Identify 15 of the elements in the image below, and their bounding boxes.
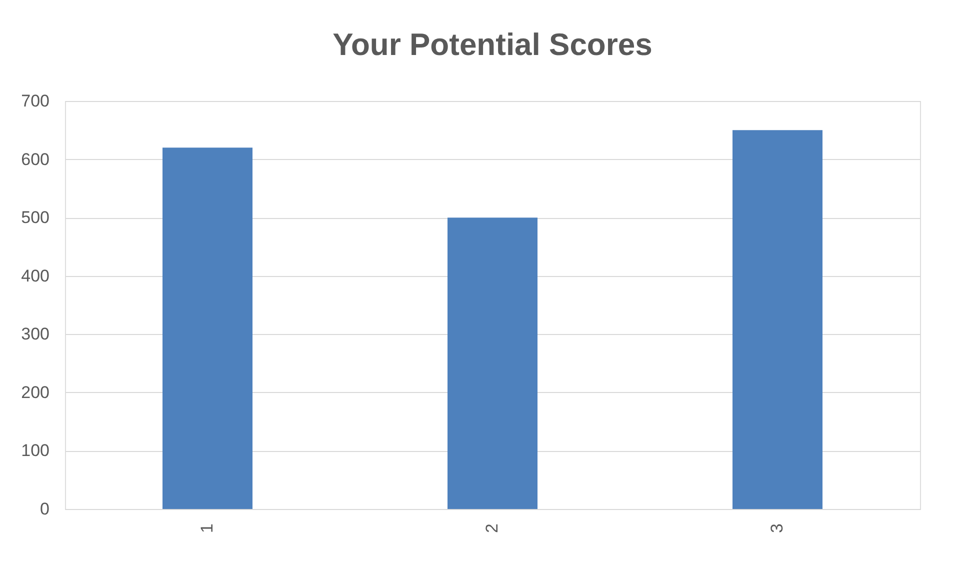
chart-title: Your Potential Scores <box>332 27 652 62</box>
y-tick-label: 600 <box>21 150 50 169</box>
y-tick-label: 400 <box>21 266 50 286</box>
y-tick-label: 0 <box>40 500 50 518</box>
y-tick-label: 300 <box>21 324 50 344</box>
bar <box>448 218 538 509</box>
x-tick-label: 1 <box>198 524 216 533</box>
y-tick-label: 200 <box>21 382 50 402</box>
y-tick-label: 700 <box>21 92 50 110</box>
bar <box>732 130 822 509</box>
bar <box>162 148 252 509</box>
x-tick-label: 3 <box>768 524 786 533</box>
y-tick-label: 500 <box>21 208 50 228</box>
y-tick-label: 100 <box>21 441 50 460</box>
x-tick-label: 2 <box>482 524 502 533</box>
